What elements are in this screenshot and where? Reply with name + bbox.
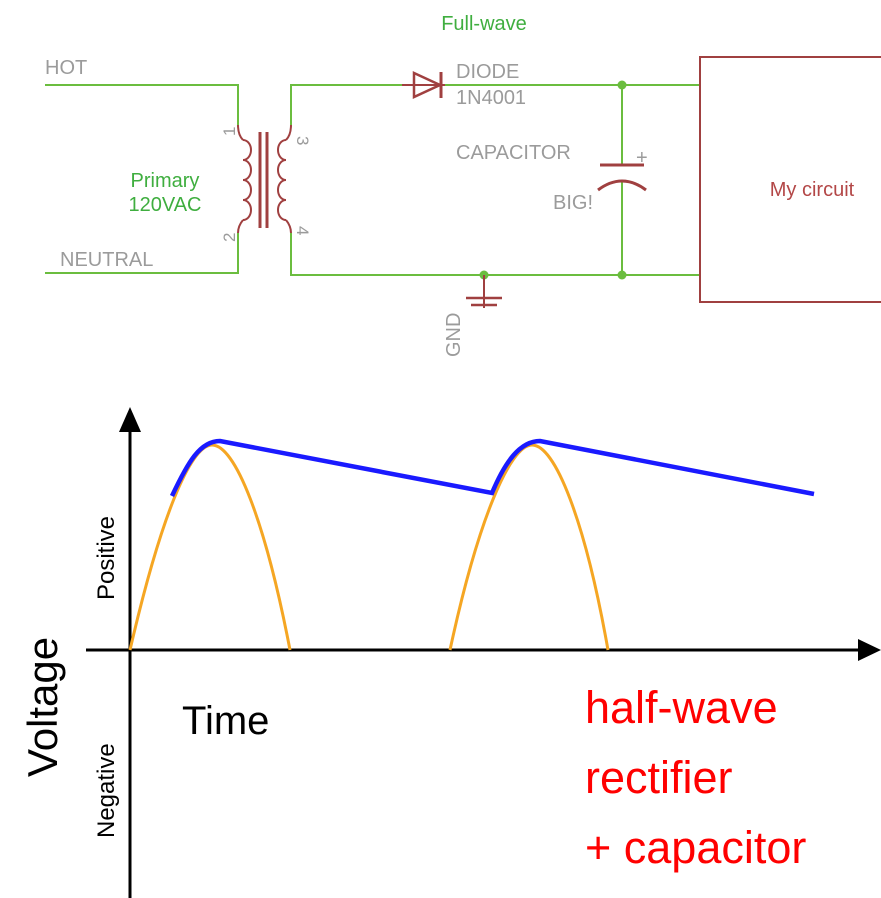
junction-dot [617, 80, 627, 90]
ground-icon [466, 275, 502, 308]
schematic: Full-wave HOT NEUTRAL Primary 120VAC 1 2… [45, 13, 881, 357]
hot-wire [45, 84, 239, 125]
negative-label: Negative [93, 743, 120, 838]
pin-4: 4 [293, 226, 312, 235]
smoothed-wave [169, 438, 815, 497]
capacitor-plus-sign: + [636, 147, 648, 169]
capacitor-label: CAPACITOR [456, 142, 571, 164]
transformer-icon [237, 124, 292, 234]
primary-label-line1: Primary [131, 170, 200, 192]
schematic-title: Full-wave [441, 13, 527, 35]
caption-line2: rectifier [585, 752, 733, 803]
secondary-bottom-wire [290, 233, 700, 276]
diode-part-number: 1N4001 [456, 87, 526, 109]
ground-label: GND [443, 313, 465, 357]
rectified-wave [448, 443, 610, 651]
neutral-label: NEUTRAL [60, 249, 153, 271]
rectified-wave [128, 443, 292, 651]
hot-label: HOT [45, 57, 87, 79]
diode-label: DIODE [456, 61, 519, 83]
diode-icon [402, 71, 445, 99]
caption-line1: half-wave [585, 682, 778, 733]
capacitor-value: BIG! [553, 192, 593, 214]
positive-label: Positive [93, 516, 120, 600]
primary-label-line2: 120VAC [128, 194, 201, 216]
caption-line3: + capacitor [585, 822, 806, 873]
load-label: My circuit [770, 179, 855, 201]
load-box [699, 56, 881, 303]
x-axis-arrow-icon [858, 639, 881, 661]
pin-1: 1 [220, 127, 239, 136]
y-axis-label: Voltage [19, 637, 66, 777]
pin-3: 3 [293, 136, 312, 145]
voltage-graph: Voltage Positive Negative Time half-wave… [19, 407, 881, 898]
capacitor-icon [597, 163, 647, 192]
x-axis-label: Time [182, 699, 269, 743]
neutral-wire [45, 233, 239, 274]
secondary-top-wire [290, 84, 402, 125]
pin-2: 2 [220, 233, 239, 242]
y-axis-arrow-icon [119, 407, 141, 432]
junction-dot [617, 270, 627, 280]
